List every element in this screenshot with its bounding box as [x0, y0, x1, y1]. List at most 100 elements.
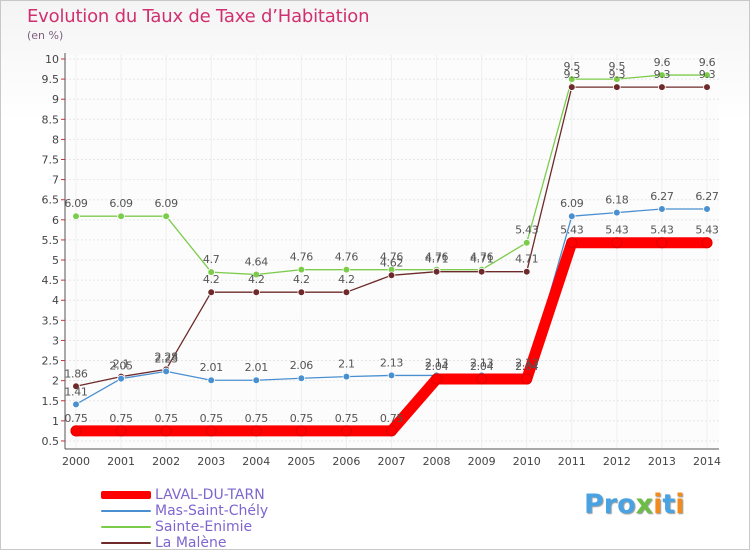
data-label: 6.09	[64, 197, 88, 210]
y-tick-label: 8	[52, 133, 59, 146]
y-tick-label: 1	[52, 415, 59, 428]
brand-part: i	[675, 489, 685, 520]
data-point	[252, 288, 261, 296]
data-label: 5.43	[650, 224, 674, 237]
data-point	[72, 212, 80, 221]
data-point	[252, 270, 261, 279]
data-label: 4.76	[425, 251, 449, 264]
y-tick-label: 8.5	[42, 113, 60, 126]
data-label: 2.13	[380, 356, 404, 369]
data-point	[297, 265, 306, 274]
x-tick-label: 2011	[558, 455, 586, 468]
data-point	[387, 271, 396, 280]
data-label: 5.43	[560, 224, 584, 237]
data-point	[703, 71, 711, 79]
brand-part: t	[662, 489, 676, 520]
y-tick-label: 6	[52, 214, 59, 227]
data-label: 2.01	[245, 361, 268, 374]
x-tick-label: 2000	[62, 455, 90, 468]
data-point	[72, 382, 80, 391]
legend-label: Mas-Saint-Chély	[155, 503, 269, 519]
legend-label: La Malène	[155, 535, 227, 551]
data-label: 0.75	[245, 412, 269, 425]
data-point	[162, 367, 170, 376]
data-point	[613, 208, 621, 217]
data-point	[703, 83, 711, 91]
data-point	[476, 373, 488, 385]
data-label: 2.13	[515, 356, 539, 369]
data-label: 6.27	[695, 190, 719, 203]
chart-legend: LAVAL-DU-TARN Mas-Saint-Chély Sainte-Eni…	[101, 487, 268, 551]
data-label: 2.01	[200, 361, 223, 374]
data-point	[656, 237, 668, 249]
data-label: 4.71	[425, 253, 448, 266]
data-point	[342, 265, 351, 274]
data-point	[658, 205, 666, 213]
data-point	[295, 425, 307, 437]
data-point	[342, 288, 351, 296]
data-point	[566, 237, 578, 249]
data-label: 9.5	[563, 60, 580, 73]
data-point	[658, 83, 666, 91]
data-label: 4.62	[380, 256, 403, 269]
data-point	[205, 425, 217, 437]
data-label: 2.23	[154, 352, 178, 365]
data-label: 9.6	[654, 56, 671, 69]
data-point	[567, 212, 576, 221]
data-label: 0.75	[380, 412, 404, 425]
data-label: 4.71	[470, 253, 493, 266]
x-tick-label: 2002	[152, 455, 180, 468]
data-point	[567, 75, 576, 83]
data-label: 2.04	[425, 360, 449, 373]
data-label: 4.76	[290, 251, 314, 264]
data-label: 2.04	[515, 360, 539, 373]
legend-swatch	[101, 542, 151, 544]
data-label: 5.43	[515, 224, 539, 237]
y-tick-label: 9	[52, 93, 59, 106]
x-tick-label: 2006	[332, 455, 360, 468]
data-label: 5.43	[695, 224, 719, 237]
x-tick-label: 2005	[287, 455, 315, 468]
data-point	[522, 267, 531, 276]
data-label: 2.13	[470, 356, 494, 369]
data-point	[658, 71, 666, 79]
data-point	[207, 376, 216, 385]
x-tick-label: 2014	[693, 455, 721, 468]
data-label: 4.76	[335, 251, 359, 264]
y-tick-label: 1.5	[42, 395, 60, 408]
data-point	[567, 83, 576, 91]
data-point	[703, 205, 711, 213]
x-tick-label: 2013	[648, 455, 676, 468]
legend-item-sainte-enimie: Sainte-Enimie	[101, 519, 268, 535]
data-label: 9.3	[654, 68, 671, 81]
data-label: 4.64	[245, 256, 269, 269]
x-tick-label: 2004	[242, 455, 270, 468]
data-point	[70, 425, 82, 437]
data-label: 9.5	[609, 60, 626, 73]
data-label: 1.86	[64, 367, 88, 380]
data-point	[340, 425, 352, 437]
data-label: 0.75	[154, 412, 178, 425]
data-point	[72, 400, 80, 409]
x-tick-label: 2012	[603, 455, 631, 468]
data-point	[117, 374, 125, 383]
brand-part: x	[635, 489, 654, 520]
y-tick-label: 10	[45, 53, 59, 66]
data-label: 2.04	[470, 360, 494, 373]
data-label: 9.3	[609, 68, 626, 81]
y-tick-label: 4	[52, 294, 59, 307]
data-label: 0.75	[200, 412, 224, 425]
legend-item-laval-du-tarn: LAVAL-DU-TARN	[101, 487, 268, 503]
data-label: 9.6	[699, 56, 716, 69]
data-point	[477, 267, 486, 276]
data-label: 9.3	[563, 68, 580, 81]
data-point	[252, 376, 261, 385]
y-tick-label: 3	[52, 334, 59, 347]
data-label: 6.09	[109, 197, 133, 210]
data-label: 0.75	[290, 412, 314, 425]
chart-title: Evolution du Taux de Taxe d’Habitation	[27, 6, 370, 27]
y-tick-label: 5	[52, 254, 59, 267]
y-tick-label: 9.5	[42, 73, 60, 86]
